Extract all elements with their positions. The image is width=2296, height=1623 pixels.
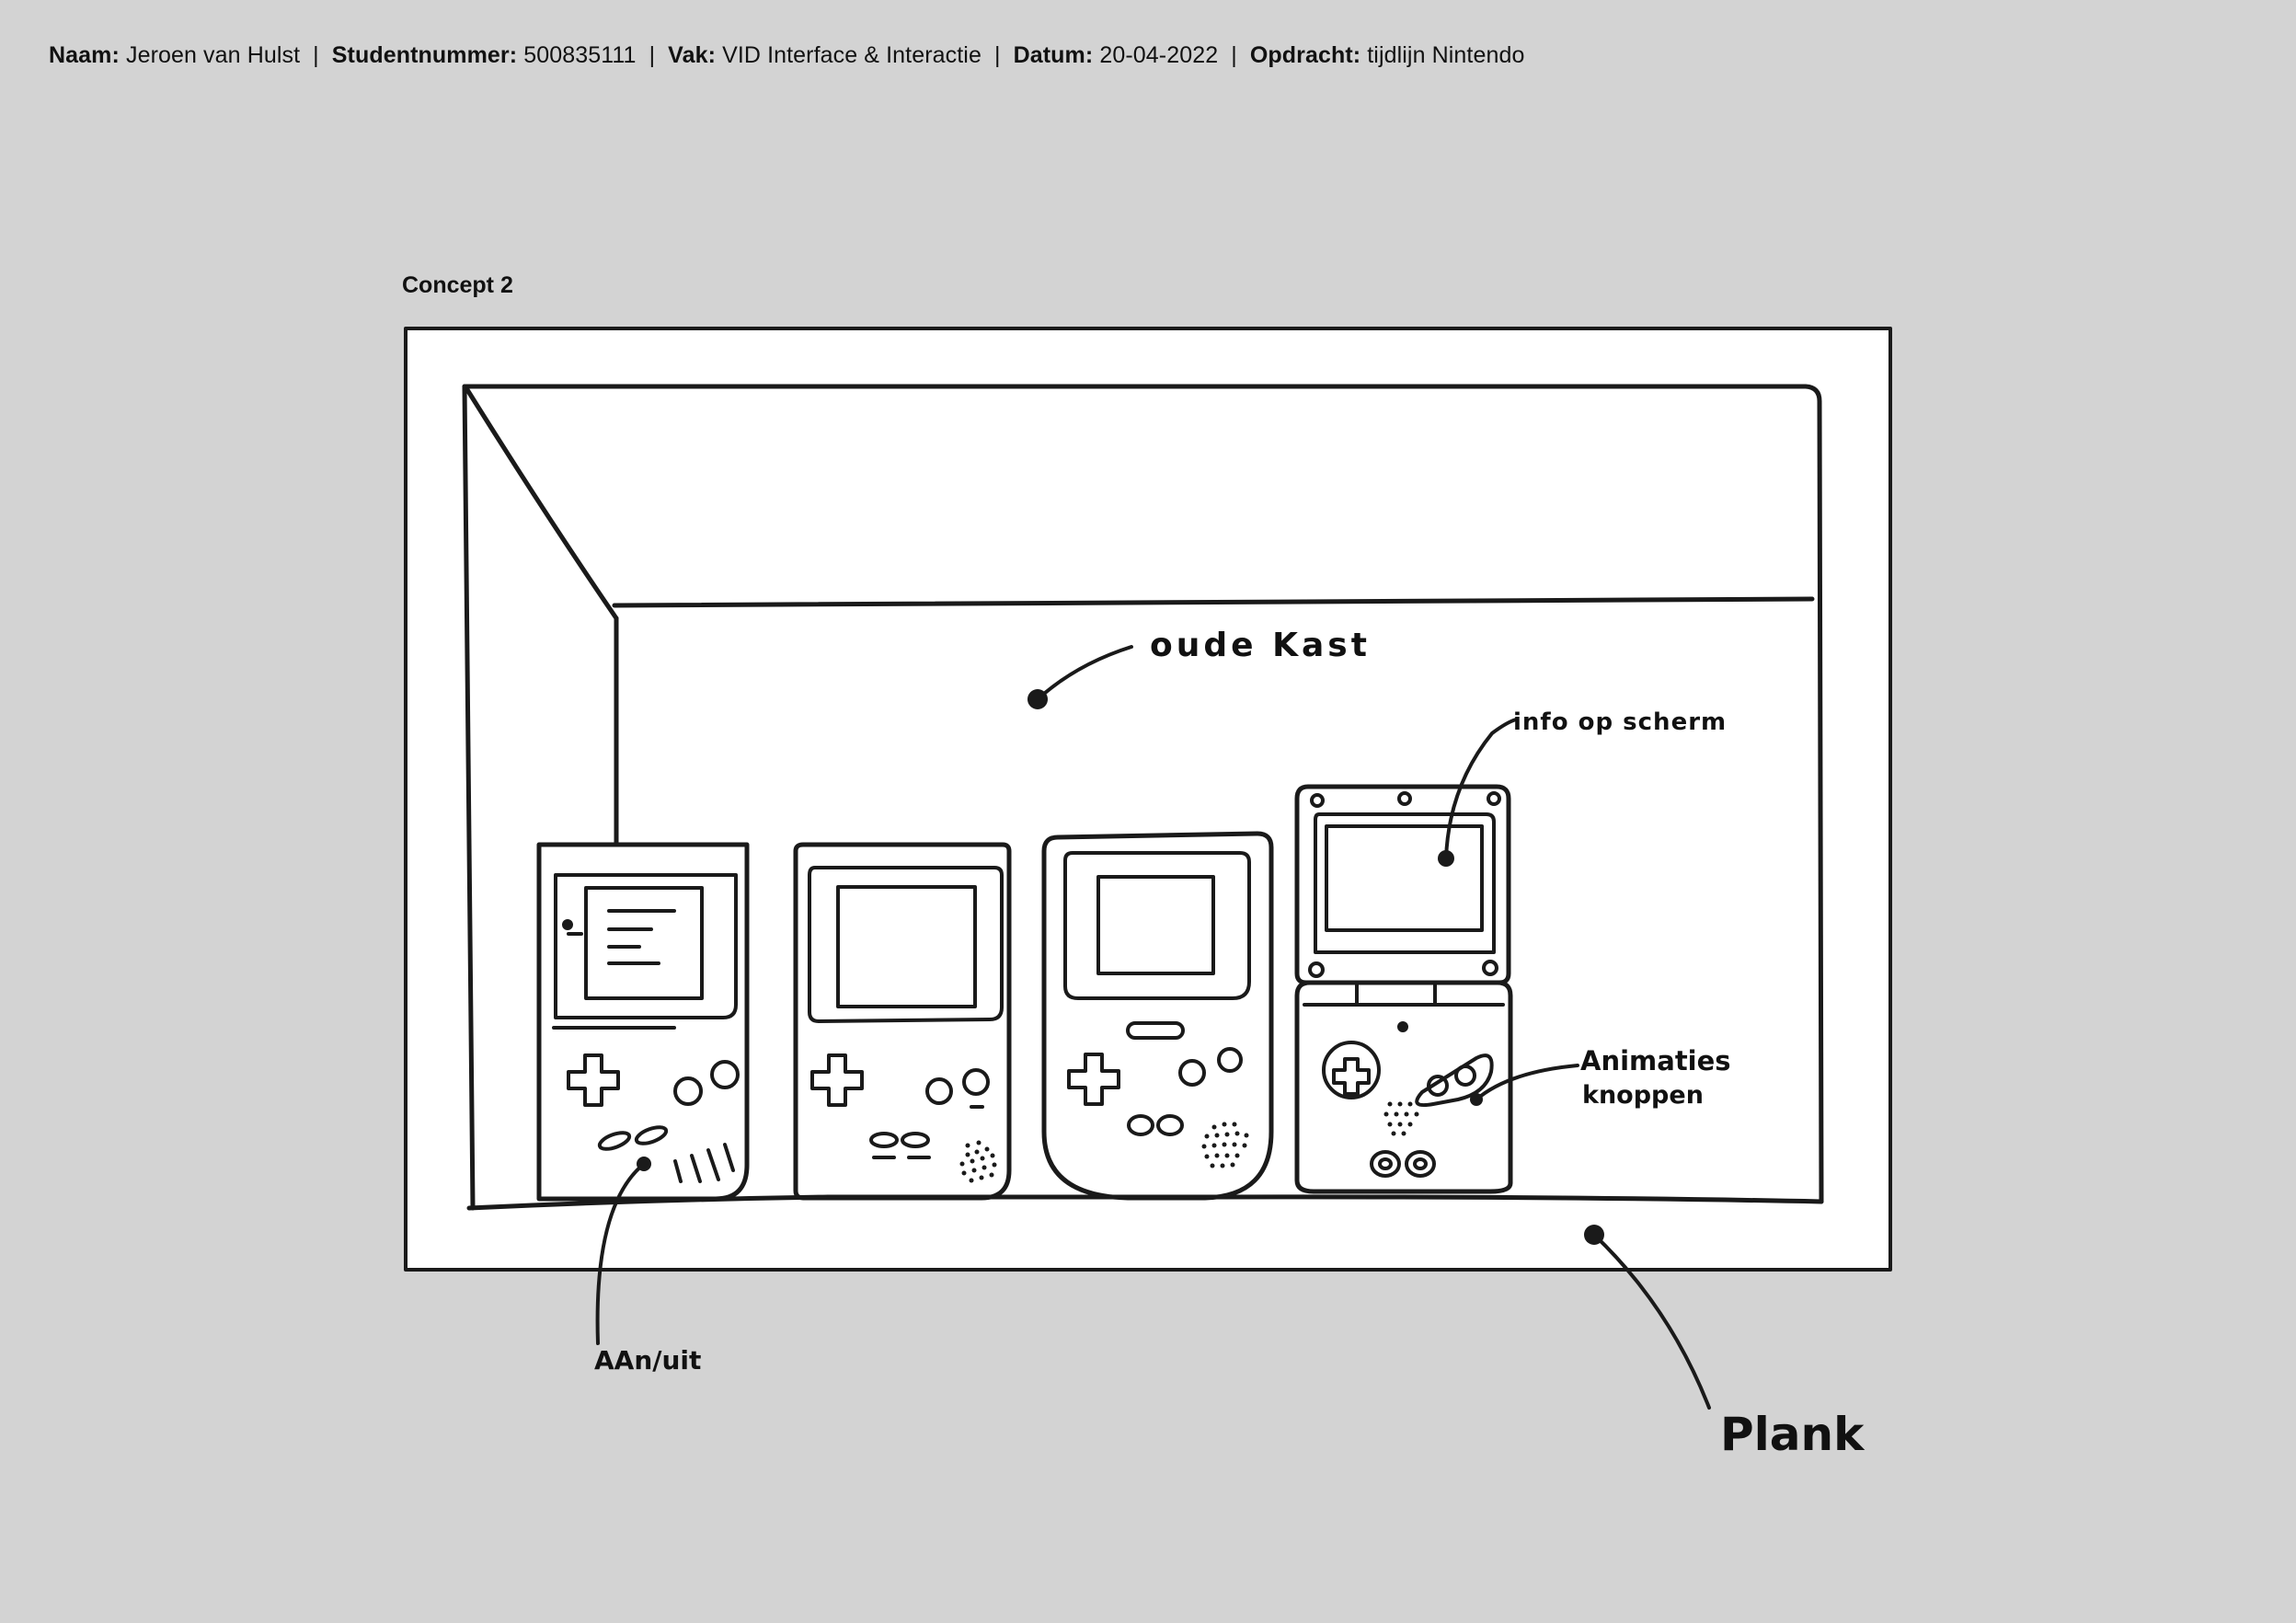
assignment-label: Opdracht: — [1249, 42, 1361, 68]
cabinet-marker-dot — [1027, 689, 1048, 709]
date-label: Datum: — [1013, 42, 1094, 68]
separator: | — [649, 42, 656, 68]
separator: | — [313, 42, 319, 68]
course-value: VID Interface & Interactie — [722, 42, 982, 68]
gameboy-original — [536, 842, 750, 1202]
screen-info-leader-line — [1444, 718, 1518, 860]
gameboy-color — [1041, 831, 1274, 1201]
cabinet-leader-line — [1036, 645, 1133, 701]
assignment-value: tijdlijn Nintendo — [1367, 42, 1525, 68]
student-number-value: 500835111 — [523, 42, 637, 68]
power-marker-dot — [637, 1157, 651, 1171]
separator: | — [1231, 42, 1237, 68]
buttons-leader-line — [1475, 1064, 1579, 1101]
buttons-marker-dot — [1470, 1093, 1483, 1106]
buttons-label-line1: Animaties — [1580, 1045, 1731, 1076]
screen-info-label: info op scherm — [1513, 708, 1727, 736]
concept-title: Concept 2 — [402, 272, 513, 298]
shelf-label: Plank — [1720, 1408, 1866, 1461]
cabinet-drawing — [462, 384, 1824, 1211]
student-number-label: Studentnummer: — [331, 42, 518, 68]
gameboy-pocket — [793, 842, 1012, 1201]
name-label: Naam: — [49, 42, 120, 68]
course-label: Vak: — [668, 42, 717, 68]
sketch-frame — [404, 327, 1892, 1272]
buttons-label-line2: knoppen — [1582, 1081, 1704, 1110]
gameboy-advance-sp — [1294, 784, 1513, 1194]
date-value: 20-04-2022 — [1099, 42, 1219, 68]
shelf-leader-line — [1592, 1233, 1711, 1410]
name-value: Jeroen van Hulst — [125, 42, 301, 68]
power-label: AAn/uit — [594, 1345, 701, 1376]
power-leader-line — [595, 1162, 646, 1345]
screen-info-marker-dot — [1438, 850, 1454, 867]
header-info: Naam: Jeroen van Hulst | Studentnummer: 50… — [49, 42, 1525, 69]
cabinet-label: oude Kast — [1150, 627, 1371, 664]
separator: | — [993, 42, 1001, 68]
shelf-marker-dot — [1584, 1225, 1604, 1245]
